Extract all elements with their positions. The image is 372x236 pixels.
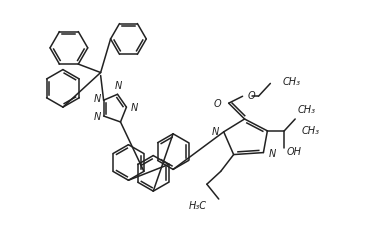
Text: N: N <box>93 112 101 122</box>
Text: N: N <box>93 94 101 104</box>
Text: N: N <box>131 103 138 113</box>
Text: N: N <box>212 127 219 137</box>
Text: CH₃: CH₃ <box>301 126 319 136</box>
Text: O: O <box>214 99 222 109</box>
Text: OH: OH <box>286 147 301 157</box>
Text: O: O <box>247 91 255 101</box>
Text: N: N <box>115 81 122 91</box>
Text: H₃C: H₃C <box>189 201 207 211</box>
Text: CH₃: CH₃ <box>297 105 315 115</box>
Text: N: N <box>268 149 276 159</box>
Text: CH₃: CH₃ <box>282 77 300 87</box>
